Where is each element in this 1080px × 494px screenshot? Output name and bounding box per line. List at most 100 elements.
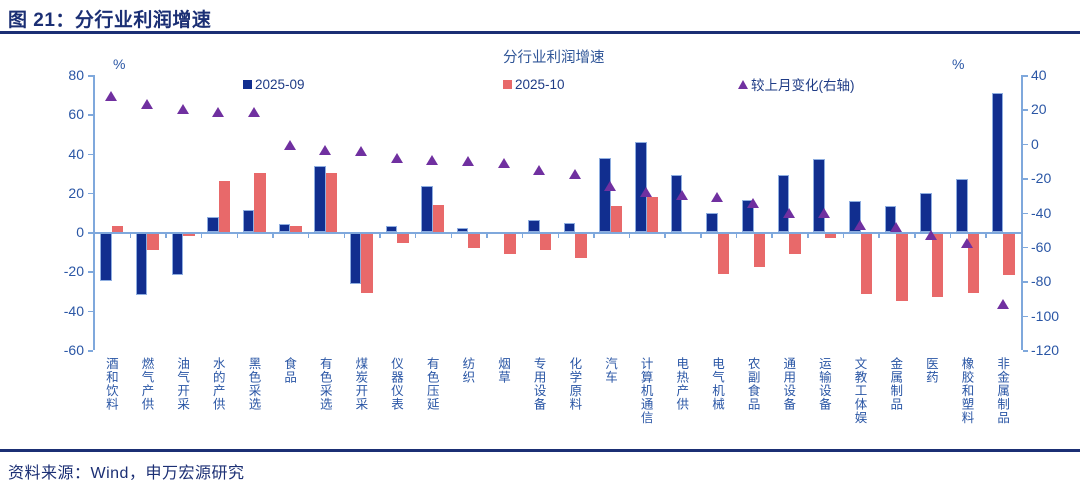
right-axis-tick	[1023, 75, 1028, 77]
change-triangle	[319, 144, 332, 155]
bar-2025-10	[432, 204, 445, 233]
x-axis-label: 金属制品	[888, 357, 903, 411]
title-divider	[0, 31, 1080, 34]
change-triangle	[533, 164, 546, 175]
x-axis-tick	[272, 233, 274, 239]
bar-2025-09	[421, 185, 433, 233]
x-axis-label: 计算机通信	[638, 357, 653, 425]
bar-2025-09	[456, 228, 469, 233]
x-axis-tick	[129, 233, 132, 239]
change-triangle	[818, 207, 831, 218]
bar-2025-10	[183, 232, 195, 237]
x-axis-tick	[343, 233, 346, 239]
bar-2025-10	[646, 196, 659, 233]
left-tick-label: -40	[63, 302, 84, 319]
bar-2025-09	[599, 157, 611, 233]
change-triangle	[497, 157, 510, 168]
bar-2025-10	[111, 226, 124, 233]
x-axis-label: 油气开采	[175, 357, 190, 411]
right-tick-label: -40	[1031, 204, 1052, 221]
change-triangle	[247, 106, 260, 117]
left-axis-tick	[88, 350, 93, 352]
bar-2025-09	[278, 224, 291, 233]
bar-2025-09	[563, 223, 576, 233]
bar-2025-09	[242, 209, 255, 233]
legend-square-2025-10-icon	[503, 79, 512, 89]
bar-2025-10	[539, 232, 552, 250]
left-tick-label: 0	[76, 224, 84, 241]
right-axis-tick	[1023, 178, 1028, 180]
bar-2025-09	[920, 192, 932, 233]
change-triangle	[854, 220, 867, 231]
legend-label-2025-10: 2025-10	[515, 76, 565, 92]
x-axis-tick	[450, 233, 453, 239]
left-tick-label: 60	[68, 106, 84, 123]
change-triangle	[354, 146, 367, 157]
x-axis-tick	[486, 233, 488, 239]
x-axis-label: 电热产供	[674, 357, 689, 411]
x-axis-label: 仪器仪表	[389, 357, 404, 411]
right-tick-label: -120	[1031, 342, 1060, 358]
right-tick-label: -60	[1031, 238, 1052, 255]
legend-item-2025-10: 2025-10	[503, 76, 565, 92]
x-axis-label: 食品	[282, 357, 297, 384]
right-axis-tick	[1023, 315, 1028, 318]
right-tick-label: 20	[1031, 101, 1047, 118]
change-triangle	[925, 229, 938, 240]
change-triangle	[568, 168, 581, 179]
change-triangle	[675, 190, 688, 201]
left-axis-line	[93, 75, 95, 350]
x-axis-tick	[664, 233, 666, 239]
x-axis-tick	[807, 233, 809, 239]
x-axis-label: 纺织	[460, 357, 475, 384]
bar-2025-09	[956, 179, 968, 233]
change-triangle	[782, 207, 795, 218]
change-triangle	[105, 90, 118, 101]
bar-2025-10	[218, 181, 231, 233]
legend-label-2025-09: 2025-09	[255, 76, 305, 92]
left-tick-label: -20	[63, 263, 84, 280]
left-axis-tick	[88, 310, 93, 313]
bar-2025-10	[967, 232, 980, 294]
x-axis-tick	[307, 233, 310, 239]
bar-2025-09	[849, 200, 861, 233]
bar-2025-10	[254, 173, 266, 233]
bar-2025-09	[670, 175, 683, 233]
x-axis-tick	[771, 233, 773, 239]
change-triangle	[212, 106, 225, 117]
change-triangle	[604, 180, 617, 191]
source-note: 资料来源：Wind，申万宏源研究	[8, 465, 245, 482]
change-triangle	[747, 198, 760, 209]
x-axis-label: 农副食品	[745, 357, 760, 411]
x-axis-tick	[236, 233, 239, 239]
change-triangle	[711, 192, 724, 203]
left-axis-tick	[88, 75, 93, 77]
bar-2025-09	[171, 232, 184, 276]
right-tick-label: 0	[1031, 135, 1039, 152]
figure-title: 图 21：分行业利润增速	[8, 10, 212, 31]
chart-title: 分行业利润增速	[503, 50, 605, 66]
bar-2025-09	[349, 232, 362, 285]
x-axis-label: 有色压延	[424, 357, 439, 411]
change-triangle	[176, 104, 189, 115]
left-axis-tick	[88, 153, 93, 156]
x-axis-label: 橡胶和塑料	[959, 357, 974, 425]
x-axis-tick	[878, 233, 880, 239]
x-axis-label: 化学原料	[567, 357, 582, 411]
right-axis-unit: %	[952, 56, 965, 72]
left-tick-label: 20	[68, 184, 84, 201]
x-axis-label: 燃气产供	[139, 357, 154, 411]
x-axis-tick	[700, 233, 702, 239]
left-axis-tick	[88, 232, 93, 234]
x-axis-label: 煤炭开采	[353, 357, 368, 411]
x-axis-tick	[628, 233, 631, 239]
x-axis-label: 非金属制品	[995, 357, 1010, 425]
bar-2025-10	[1003, 232, 1015, 276]
x-axis-label: 汽车	[602, 357, 617, 384]
legend-label-change: 较上月变化(右轴)	[751, 78, 855, 93]
change-triangle	[889, 222, 902, 233]
bar-2025-10	[717, 232, 730, 275]
x-axis-label: 黑色采选	[246, 357, 261, 411]
right-axis-tick	[1023, 246, 1028, 249]
